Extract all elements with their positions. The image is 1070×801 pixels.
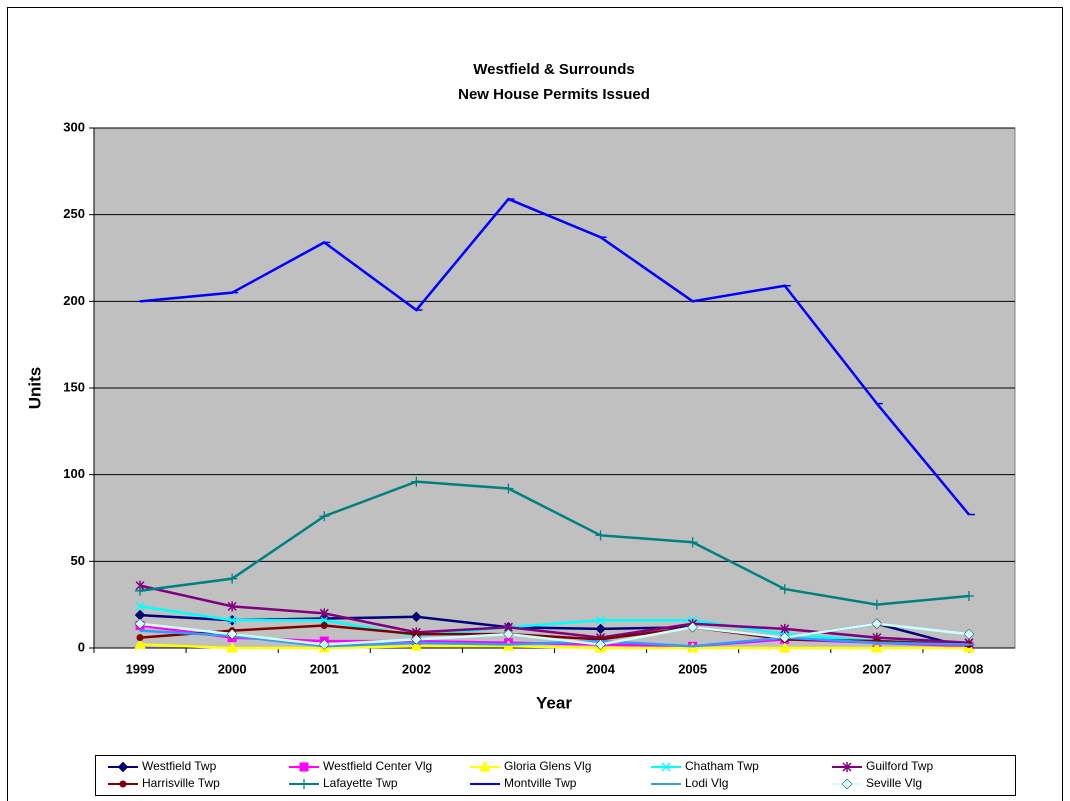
legend-label: Harrisville Twp	[142, 776, 220, 790]
data-point	[227, 601, 237, 612]
y-tick-label: 300	[63, 119, 85, 134]
data-point	[596, 615, 606, 625]
data-point	[871, 618, 883, 630]
data-point	[134, 638, 146, 650]
chart-subtitle: New House Permits Issued	[458, 86, 650, 103]
legend-label: Lodi Vlg	[685, 776, 728, 790]
data-point	[135, 585, 146, 596]
data-point	[318, 639, 330, 650]
y-tick-label: 100	[63, 466, 85, 481]
data-point	[411, 476, 422, 487]
x-tick-label: 2007	[862, 661, 891, 676]
data-point	[687, 537, 698, 548]
y-axis-label: Units	[25, 367, 44, 410]
data-point	[871, 641, 883, 653]
legend-label: Seville Vlg	[866, 776, 922, 790]
series-line	[139, 605, 969, 645]
data-point	[319, 608, 329, 619]
legend-marker	[661, 762, 671, 772]
x-tick-label: 2005	[678, 661, 707, 676]
data-point	[135, 601, 145, 611]
y-tick-label: 150	[63, 379, 85, 394]
data-point	[503, 483, 514, 494]
series-line	[139, 584, 970, 645]
data-point	[227, 615, 237, 625]
legend-marker	[117, 761, 129, 773]
legend-marker	[842, 762, 852, 772]
legend-label: Westfield Twp	[142, 759, 217, 773]
x-tick-label: 2000	[218, 661, 247, 676]
data-point	[226, 628, 238, 640]
y-tick-label: 50	[71, 553, 85, 568]
legend-marker	[479, 760, 491, 772]
data-point	[595, 530, 606, 541]
legend-marker	[841, 778, 853, 790]
data-point	[779, 632, 791, 643]
data-point	[319, 511, 330, 522]
series-line	[139, 480, 970, 606]
x-tick-label: 2002	[402, 661, 431, 676]
x-axis-label: Year	[536, 693, 572, 712]
data-point	[871, 599, 882, 610]
series-line	[139, 622, 970, 646]
series-line	[139, 197, 970, 516]
x-tick-label: 2001	[310, 661, 339, 676]
legend-label: Lafayette Twp	[323, 776, 398, 790]
data-point	[226, 641, 238, 653]
x-tick-label: 1999	[126, 661, 155, 676]
legend-label: Gloria Glens Vlg	[504, 759, 591, 773]
data-point	[410, 611, 422, 623]
y-tick-label: 0	[78, 639, 85, 654]
data-point	[410, 640, 423, 651]
data-point	[134, 618, 146, 630]
data-point	[778, 641, 791, 653]
data-point	[963, 628, 975, 640]
legend-label: Westfield Center Vlg	[323, 759, 432, 773]
legend	[95, 755, 1016, 796]
legend-label: Chatham Twp	[685, 759, 759, 773]
x-tick-label: 2008	[954, 661, 983, 676]
data-point	[136, 634, 144, 642]
legend-label: Guilford Twp	[866, 759, 933, 773]
series-line	[140, 643, 969, 650]
data-point	[963, 591, 974, 601]
legend-label: Montville Twp	[504, 776, 577, 790]
chart-title: Westfield & Surrounds	[473, 61, 634, 78]
legend-marker	[299, 762, 309, 772]
data-point	[595, 639, 606, 650]
data-point	[319, 615, 329, 625]
x-tick-label: 2006	[770, 661, 799, 676]
data-point	[227, 573, 238, 584]
x-tick-label: 2003	[494, 661, 523, 676]
x-tick-label: 2004	[586, 661, 616, 676]
data-point	[320, 621, 328, 629]
data-point	[410, 633, 422, 645]
legend-marker	[119, 780, 127, 788]
data-point	[687, 621, 699, 633]
y-tick-label: 200	[63, 293, 85, 308]
data-point	[779, 584, 790, 595]
y-tick-label: 250	[63, 206, 85, 221]
series-line	[139, 629, 969, 648]
data-point	[503, 628, 514, 640]
legend-marker	[299, 779, 309, 789]
